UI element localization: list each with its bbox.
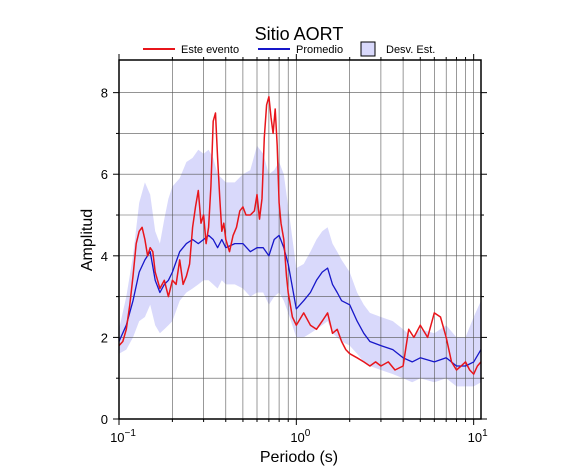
x-tick-label: 100: [290, 428, 310, 445]
x-tick-label: 101: [468, 428, 488, 445]
grid-layer: [119, 60, 481, 419]
std-band-layer: [119, 145, 481, 387]
y-axis-ticks: 0 2 4 6 8: [101, 86, 487, 427]
legend-std-label: Desv. Est.: [386, 44, 435, 56]
legend-std-swatch: [360, 41, 376, 57]
chart-title: Sitio AORT: [255, 24, 344, 44]
y-tick-label: 8: [101, 86, 108, 101]
legend-mean-label: Promedio: [296, 44, 343, 56]
y-tick-label: 6: [101, 167, 108, 182]
std-band: [119, 145, 481, 387]
y-tick-label: 2: [101, 330, 108, 345]
y-axis-label: Amplitud: [79, 209, 96, 271]
y-tick-label: 0: [101, 412, 108, 427]
plot-frame: [118, 59, 482, 420]
x-tick-label: 10−1: [110, 428, 136, 445]
series-promedio: [118, 234, 482, 367]
series-este-evento: [118, 95, 482, 375]
x-axis-ticks: 10−1 100 101: [110, 54, 488, 445]
legend: Este evento Promedio Desv. Est.: [143, 41, 435, 57]
legend-event-label: Este evento: [181, 44, 239, 56]
plot-area: [118, 59, 482, 420]
y-tick-label: 4: [101, 249, 108, 264]
x-axis-label: Periodo (s): [260, 449, 338, 466]
series-layer: [118, 95, 482, 375]
